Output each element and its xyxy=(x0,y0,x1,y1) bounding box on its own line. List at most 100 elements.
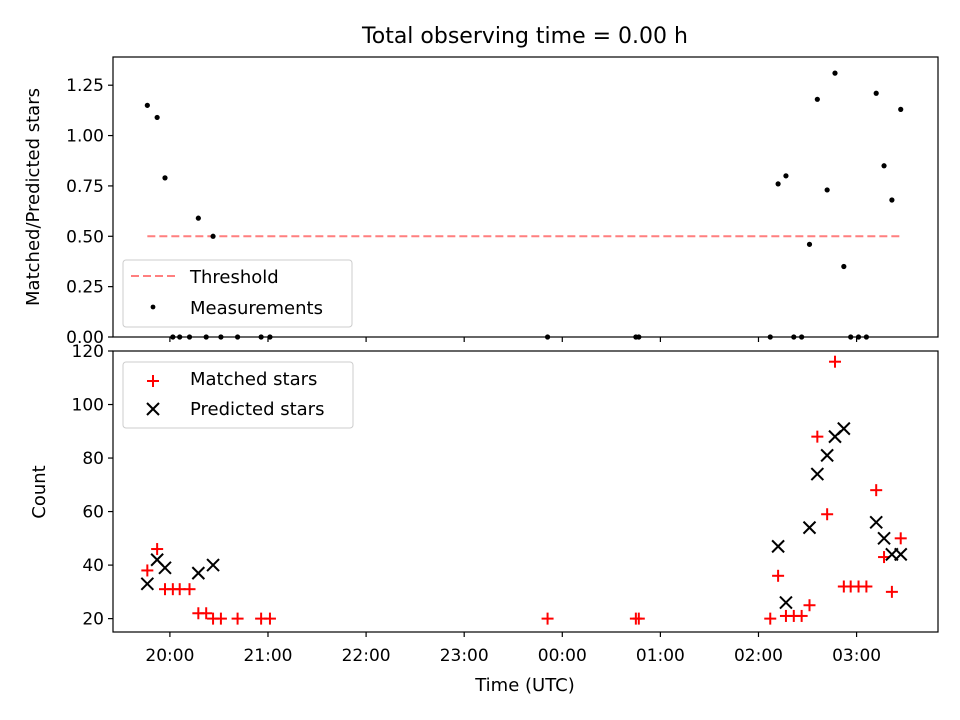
measurement-point xyxy=(832,70,838,76)
predicted-star-stroke xyxy=(877,531,891,546)
bottom-x-tick-label: 02:00 xyxy=(734,646,783,666)
predicted-star-point xyxy=(191,566,206,580)
predicted-star-point xyxy=(206,558,220,572)
predicted-star-point xyxy=(877,531,891,546)
bottom-y-tick-label: 20 xyxy=(82,610,104,630)
bottom-x-tick-label: 03:00 xyxy=(832,646,881,666)
top-y-label: Matched/Predicted stars xyxy=(23,88,44,306)
predicted-star-point xyxy=(771,539,785,554)
predicted-star-stroke xyxy=(820,448,834,463)
measurement-point xyxy=(783,173,789,179)
matched-star-point xyxy=(541,612,554,625)
top-frame xyxy=(112,56,939,338)
measurement-point xyxy=(824,187,830,193)
bottom-y-label: Count xyxy=(29,465,50,518)
bottom-x-tick-label: 23:00 xyxy=(440,646,489,666)
bottom-legend: Matched stars Predicted stars xyxy=(122,361,354,429)
bottom-x-tick-label: 00:00 xyxy=(538,646,587,666)
matched-star-point xyxy=(803,599,816,612)
measurement-point xyxy=(806,241,813,247)
top-legend-box xyxy=(122,259,353,328)
predicted-star-point xyxy=(802,520,817,535)
matched-star-point xyxy=(870,484,883,497)
bottom-x-tick-label: 20:00 xyxy=(145,646,194,666)
bottom-y-tick-label: 80 xyxy=(82,449,104,469)
predicted-star-stroke xyxy=(810,467,825,481)
bottom-y-tick-label: 100 xyxy=(72,396,104,416)
predicted-star-stroke xyxy=(140,577,155,591)
top-panel: 0.00 0.25 0.50 0.75 1.00 1.25 Matched/Predict… xyxy=(23,56,939,348)
measurements-legend-swatch xyxy=(150,304,156,310)
matched-star-point xyxy=(821,508,834,521)
measurement-point xyxy=(144,102,150,108)
top-y-tick-label: 1.00 xyxy=(66,127,104,147)
top-y-tick-label: 0.75 xyxy=(66,177,104,197)
matched-star-point xyxy=(214,612,227,625)
matched-star-point xyxy=(860,580,873,593)
bottom-x-tick-label: 01:00 xyxy=(636,646,685,666)
predicted-star-point xyxy=(837,421,851,436)
predicted-star-stroke xyxy=(158,561,172,575)
bottom-y-axis: 20 40 60 80 100 120 xyxy=(72,342,113,630)
predicted-star-stroke xyxy=(206,558,220,572)
predicted-legend-label: Predicted stars xyxy=(190,399,324,420)
predicted-star-point xyxy=(779,595,793,610)
top-x-ticks xyxy=(169,337,858,342)
bottom-x-tick-label: 22:00 xyxy=(342,646,391,666)
predicted-star-stroke xyxy=(894,547,908,562)
predicted-star-stroke xyxy=(837,421,851,436)
measurement-point xyxy=(898,106,904,112)
measurement-point xyxy=(162,175,168,181)
matched-star-point xyxy=(151,543,164,556)
predicted-star-point xyxy=(820,448,834,463)
matched-legend-swatch xyxy=(147,375,159,387)
top-y-tick-label: 0.00 xyxy=(66,328,104,348)
bottom-frame xyxy=(112,350,939,633)
predicted-star-point xyxy=(869,515,883,529)
matched-star-point xyxy=(885,585,898,598)
matched-star-point xyxy=(632,612,645,625)
bottom-x-tick-label: 21:00 xyxy=(243,646,292,666)
top-y-tick-label: 0.50 xyxy=(66,227,104,247)
top-y-axis: 0.00 0.25 0.50 0.75 1.00 1.25 xyxy=(66,76,113,348)
measurements-legend-label: Measurements xyxy=(190,298,323,319)
predicted-legend-swatch xyxy=(146,402,160,416)
matched-star-point xyxy=(183,583,196,596)
predicted-star-stroke xyxy=(869,515,883,529)
matched-star-point xyxy=(764,612,777,625)
chart-title: Total observing time = 0.00 h xyxy=(361,24,688,49)
predicted-star-point xyxy=(810,467,825,481)
predicted-star-point xyxy=(158,561,172,575)
measurement-point xyxy=(873,90,879,96)
predicted-star-point xyxy=(140,577,155,591)
top-y-tick-label: 1.25 xyxy=(66,76,104,96)
measurement-point xyxy=(775,181,781,187)
bottom-x-axis: 20:00 21:00 22:00 23:00 00:00 01:00 02:00 03:00 xyxy=(145,632,881,666)
matched-star-point xyxy=(200,607,213,620)
top-y-tick-label: 0.25 xyxy=(66,278,104,298)
bottom-y-tick-label: 40 xyxy=(82,556,104,576)
bottom-marks xyxy=(140,355,908,625)
measurement-point xyxy=(889,197,895,203)
matched-star-point xyxy=(263,612,276,625)
matched-star-point xyxy=(811,430,824,443)
measurement-point xyxy=(841,263,847,270)
matched-star-point xyxy=(231,612,244,625)
bottom-panel: 20 40 60 80 100 120 20:00 21:00 22:00 23:00 00:00… xyxy=(29,342,939,696)
predicted-star-stroke xyxy=(802,520,817,535)
measurement-point xyxy=(154,114,160,121)
predicted-star-stroke xyxy=(191,566,206,580)
matched-star-point xyxy=(828,355,841,368)
predicted-star-stroke xyxy=(779,595,793,610)
predicted-star-point xyxy=(894,547,908,562)
bottom-y-tick-label: 60 xyxy=(82,503,104,523)
bottom-y-tick-label: 120 xyxy=(72,342,104,362)
measurement-point xyxy=(210,233,216,239)
matched-star-point xyxy=(141,564,154,577)
measurement-point xyxy=(814,96,820,102)
matched-star-point xyxy=(894,532,907,545)
measurement-point xyxy=(195,215,201,221)
top-legend: Threshold Measurements xyxy=(122,259,353,328)
measurement-point xyxy=(881,163,887,169)
